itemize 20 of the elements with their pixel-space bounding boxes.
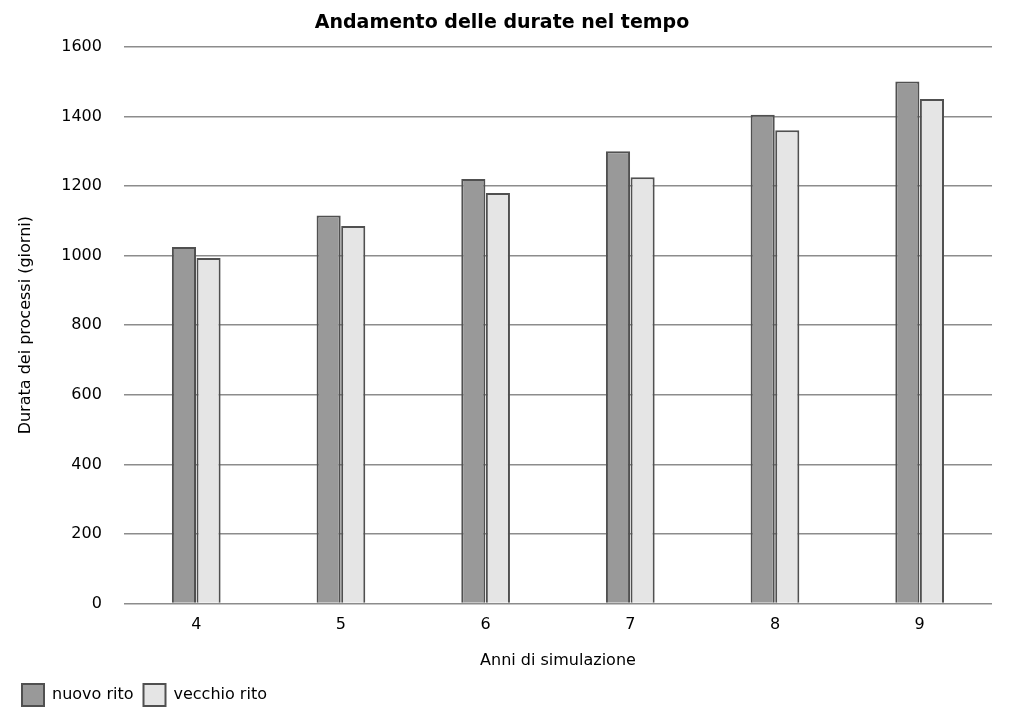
y-tick-label: 1000 [61, 244, 102, 264]
y-tick-label: 600 [71, 383, 102, 403]
chart-title: Andamento delle durate nel tempo [314, 10, 690, 33]
y-tick-label: 1200 [61, 175, 102, 195]
y-tick-label: 400 [71, 453, 102, 473]
x-tick-label: 8 [769, 614, 781, 634]
y-tick-label: 1600 [61, 35, 102, 55]
x-tick-label: 7 [625, 614, 636, 634]
legend-label: vecchio rito [173, 684, 267, 704]
x-tick-label: 5 [335, 614, 347, 634]
x-axis-title: Anni di simulazione [480, 649, 636, 669]
legend-label: nuovo rito [52, 684, 134, 704]
y-tick-label: 200 [71, 523, 102, 543]
y-tick-label: 800 [71, 314, 102, 334]
x-tick-label: 9 [914, 614, 925, 634]
x-tick-label: 4 [191, 614, 202, 634]
y-tick-label: 0 [91, 592, 102, 612]
y-tick-label: 1400 [61, 105, 102, 125]
x-tick-label: 6 [480, 614, 491, 634]
y-axis-title: Durata dei processi (giorni) [14, 216, 34, 435]
